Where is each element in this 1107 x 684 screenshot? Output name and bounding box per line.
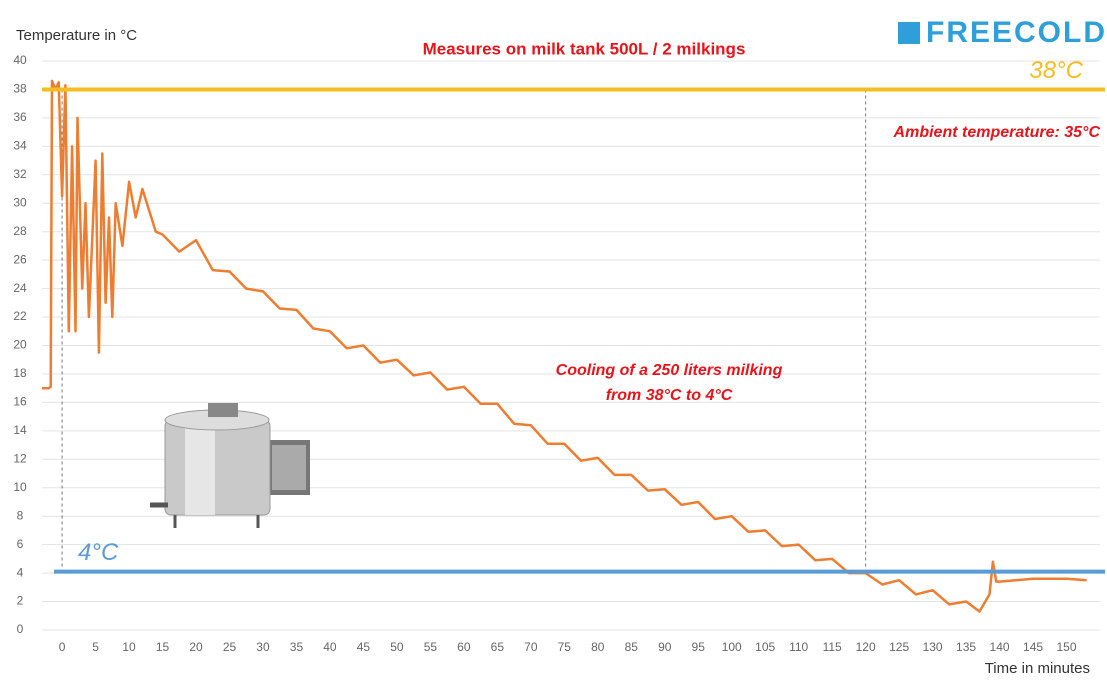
x-tick-label: 10 [122,640,136,654]
y-tick-label: 26 [13,252,27,266]
chart-title: Measures on milk tank 500L / 2 milkings [423,39,746,58]
x-tick-label: 120 [856,640,876,654]
tank-motor [208,403,238,417]
y-tick-label: 28 [13,224,27,238]
y-tick-label: 20 [13,338,27,352]
data-line [42,79,1087,613]
y-tick-label: 2 [17,594,24,608]
x-tick-label: 85 [625,640,639,654]
tank-illustration [150,403,310,528]
y-tick-label: 22 [13,309,27,323]
x-axis-label: Time in minutes [985,660,1090,677]
x-tick-label: 65 [491,640,505,654]
x-tick-label: 75 [558,640,572,654]
y-tick-label: 14 [13,423,27,437]
y-tick-label: 36 [13,110,27,124]
x-tick-label: 25 [223,640,237,654]
logo-text: FREECOLD [926,16,1107,49]
x-tick-label: 140 [990,640,1010,654]
y-tick-label: 4 [17,565,24,579]
tank-body [164,419,271,516]
x-tick-label: 135 [956,640,976,654]
y-tick-label: 38 [13,82,27,96]
tank-fan [272,445,306,490]
x-tick-label: 40 [323,640,337,654]
tank-shine [185,420,215,515]
y-tick-label: 34 [13,139,27,153]
x-tick-label: 70 [524,640,538,654]
x-tick-label: 35 [290,640,304,654]
x-tick-label: 95 [692,640,706,654]
reference-label: 4°C [78,539,119,566]
y-tick-label: 24 [13,281,27,295]
y-tick-label: 16 [13,395,27,409]
grid [42,60,1100,631]
y-tick-label: 32 [13,167,27,181]
y-tick-label: 40 [13,53,27,67]
y-tick-label: 12 [13,451,27,465]
x-tick-label: 0 [59,640,66,654]
logo-icon [898,22,920,44]
x-tick-label: 105 [755,640,775,654]
x-tick-label: 5 [92,640,99,654]
x-tick-label: 15 [156,640,170,654]
x-tick-label: 20 [189,640,203,654]
x-tick-label: 115 [823,640,842,654]
logo: FREECOLD [898,16,1107,49]
x-tick-label: 150 [1057,640,1077,654]
reference-label: 38°C [1029,57,1083,84]
x-tick-label: 100 [722,640,742,654]
y-tick-label: 0 [17,622,24,636]
x-tick-label: 145 [1023,640,1043,654]
x-tick-label: 110 [789,640,808,654]
x-tick-label: 50 [390,640,404,654]
x-tick-label: 125 [889,640,909,654]
x-tick-label: 45 [357,640,371,654]
annotation: Cooling of a 250 liters milking [556,362,783,379]
x-tick-label: 55 [424,640,438,654]
annotation: from 38°C to 4°C [606,387,733,404]
x-tick-label: 130 [923,640,943,654]
y-tick-label: 6 [17,537,24,551]
y-tick-label: 10 [13,480,27,494]
y-tick-label: 8 [17,508,24,522]
x-tick-label: 80 [591,640,605,654]
x-tick-label: 60 [457,640,471,654]
y-tick-label: 18 [13,366,27,380]
x-tick-label: 30 [256,640,270,654]
y-axis-label: Temperature in °C [16,27,137,44]
x-tick-label: 90 [658,640,672,654]
y-tick-label: 30 [13,195,27,209]
annotation: Ambient temperature: 35°C [893,124,1101,141]
